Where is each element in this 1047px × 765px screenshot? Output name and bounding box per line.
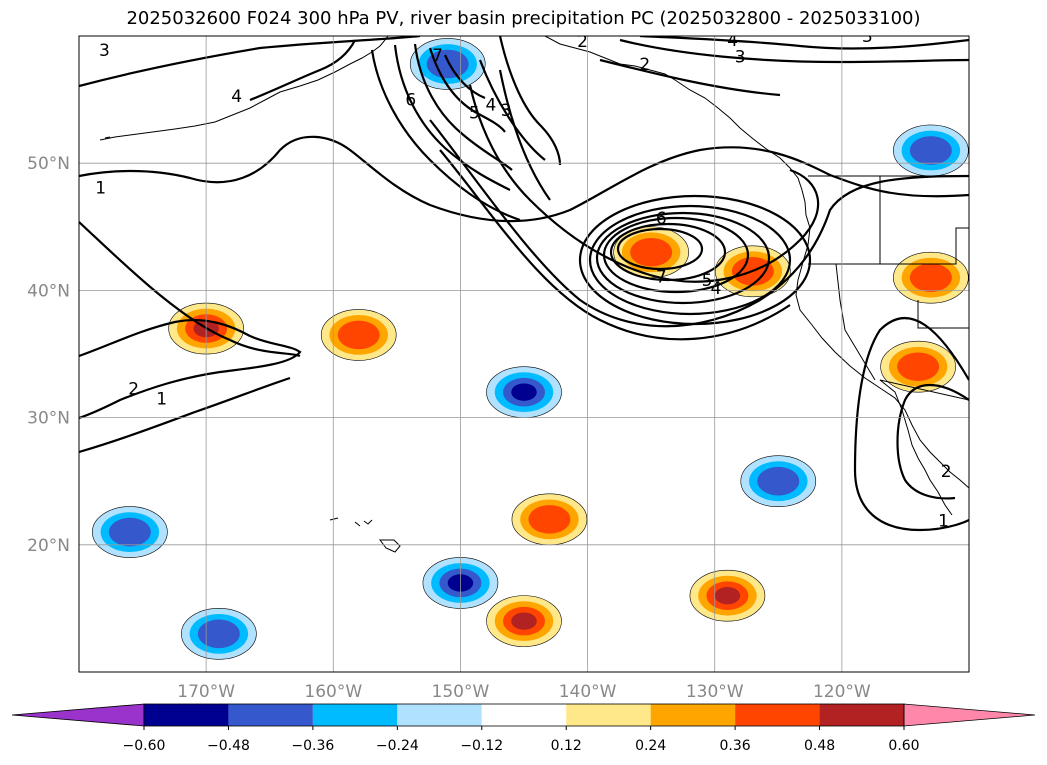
precip-anomaly-blob (715, 245, 791, 298)
precip-anomaly-blob (740, 455, 817, 508)
precip-anomaly-blob (880, 340, 956, 393)
precip-anomaly-blob (486, 595, 562, 647)
pv-contour-label: 2 (577, 32, 588, 52)
colorbar-extend-low (11, 703, 145, 727)
colorbar: −0.60 −0.48 −0.36 −0.24 −0.12 0.12 0.24 0.36 0.4… (11, 703, 1036, 754)
pv-contour-label: 7 (432, 46, 443, 66)
colorbar-outline (143, 703, 905, 727)
colorbar-segment (819, 704, 904, 726)
pv-contour-label: 4 (231, 87, 242, 107)
colorbar-segment (397, 704, 482, 726)
pv-contour-label: 1 (938, 512, 949, 532)
colorbar-tick-label: −0.24 (376, 738, 419, 754)
pv-contour-label: 3 (862, 27, 873, 47)
lon-tick-labels: 170°W 160°W 150°W 140°W 130°W 120°W (177, 682, 871, 702)
colorbar-segment (312, 704, 398, 726)
colorbar-tick-label: 0.48 (804, 738, 835, 754)
precip-anomaly-level (108, 517, 151, 547)
precip-anomaly-level (511, 612, 537, 630)
lon-tick-label: 140°W (559, 682, 617, 702)
map-frame (78, 35, 970, 673)
precip-anomaly-blob (486, 366, 562, 418)
lat-tick-label: 30°N (27, 409, 70, 429)
colorbar-tick-label: −0.12 (460, 738, 503, 754)
pv-contour-label: 3 (99, 41, 110, 61)
grid-lines (79, 36, 969, 672)
colorbar-segment (735, 704, 820, 726)
colorbar-tick-label: 0.24 (635, 738, 666, 754)
precip-anomaly-level (197, 619, 240, 649)
precip-anomaly-level (757, 466, 800, 496)
colorbar-segment (566, 704, 651, 726)
lat-tick-label: 20°N (27, 536, 70, 556)
chart-title: 2025032600 F024 300 hPa PV, river basin … (126, 8, 921, 29)
precip-anomaly-blob (181, 608, 257, 660)
precip-anomaly-level (337, 320, 380, 350)
precip-anomaly-level (714, 587, 741, 605)
colorbar-tick-label: 0.12 (551, 738, 582, 754)
precip-anomaly-blob (893, 124, 969, 177)
precip-anomaly-level (909, 263, 952, 292)
colorbar-segment (144, 704, 229, 726)
pv-contour-label: 7 (656, 267, 667, 287)
colorbar-tick-label: −0.60 (123, 738, 166, 754)
pv-contour-label: 3 (735, 47, 746, 67)
precip-anomaly-level (897, 352, 940, 381)
lat-tick-label: 50°N (27, 154, 70, 174)
precip-anomaly-blob (320, 309, 397, 361)
pv-contour-label: 4 (711, 279, 722, 299)
pv-contour-label: 6 (656, 209, 667, 229)
pv-contour-label: 2 (941, 462, 952, 482)
colorbar-tick-label: −0.36 (291, 738, 334, 754)
pv-contour-label: 1 (95, 178, 106, 198)
pv-contour-label: 1 (156, 390, 167, 410)
colorbar-extend-high (903, 703, 1036, 727)
pv-contour-label: 2 (639, 55, 650, 75)
lon-tick-label: 150°W (432, 682, 490, 702)
precip-anomaly-level (511, 383, 537, 401)
colorbar-tick-label: 0.36 (720, 738, 751, 754)
colorbar-tick-label: 0.60 (888, 738, 919, 754)
lon-tick-label: 120°W (813, 682, 871, 702)
lon-tick-label: 130°W (686, 682, 744, 702)
precip-anomaly-blob (511, 493, 588, 546)
pv-contour-label: 4 (486, 96, 497, 116)
precip-anomaly-level (909, 136, 952, 165)
map-background (79, 36, 969, 672)
precip-anomaly-level (630, 237, 673, 267)
lat-tick-labels: 20°N 30°N 40°N 50°N (27, 154, 70, 556)
precip-anomaly-blob (893, 251, 969, 304)
pv-contour-label: 5 (702, 271, 713, 291)
colorbar-segment (228, 704, 313, 726)
pv-contour-label: 3 (501, 101, 512, 121)
precip-anomaly-level (426, 49, 469, 79)
lon-tick-label: 160°W (304, 682, 362, 702)
precip-anomaly-blob (409, 38, 486, 90)
pv-contour-label: 2 (128, 379, 139, 399)
precip-anomaly-blob (689, 569, 766, 622)
pv-contour-label: 6 (405, 91, 416, 111)
pv-contour-label: 5 (469, 103, 480, 123)
colorbar-tick-label: −0.48 (207, 738, 250, 754)
pv-contour-label: 4 (727, 31, 738, 51)
precip-anomaly-level (528, 505, 571, 534)
pv-contours (79, 36, 969, 532)
colorbar-segment (481, 704, 567, 726)
colorbar-segment (650, 704, 736, 726)
lon-tick-label: 170°W (177, 682, 235, 702)
lat-tick-label: 40°N (27, 281, 70, 301)
precip-anomaly-blob (92, 506, 168, 558)
